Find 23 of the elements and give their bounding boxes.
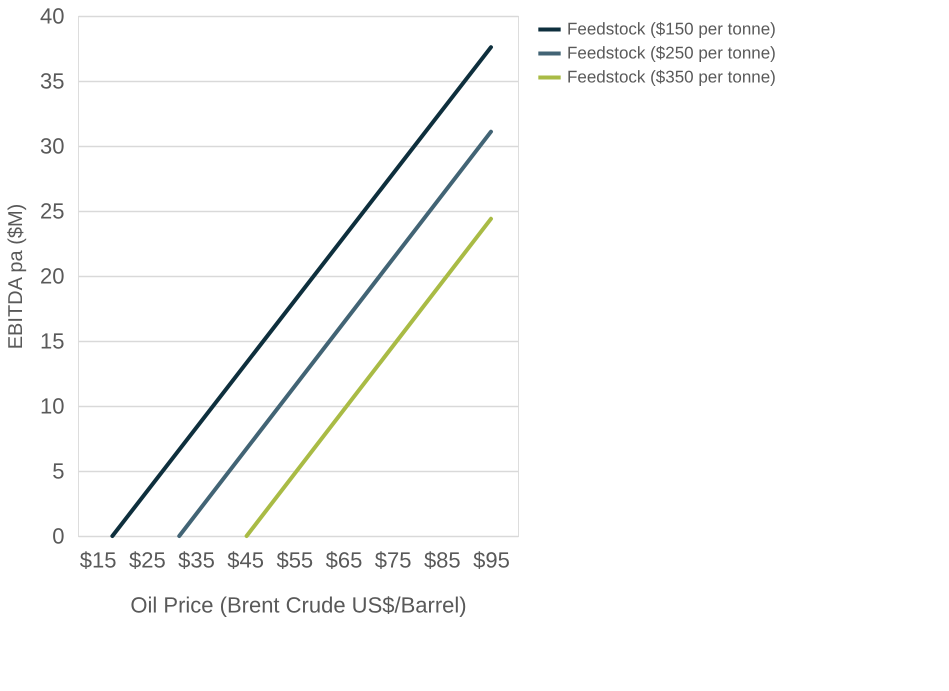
y-tick-label: 40	[40, 4, 64, 28]
x-tick-label: $85	[424, 548, 461, 572]
y-axis-title: EBITDA pa ($M)	[5, 204, 28, 350]
x-tick-label: $55	[276, 548, 314, 572]
x-tick-label: $45	[227, 548, 264, 572]
legend-label: Feedstock ($150 per tonne)	[567, 20, 776, 38]
y-tick-label: 25	[40, 198, 64, 224]
legend-label: Feedstock ($350 per tonne)	[567, 68, 776, 86]
y-tick-label: 15	[40, 328, 64, 354]
x-axis-title: Oil Price (Brent Crude US$/Barrel)	[130, 592, 467, 618]
y-tick-label: 0	[52, 524, 64, 548]
x-tick-label: $15	[80, 548, 117, 572]
y-tick-label: 5	[52, 458, 64, 484]
y-tick-label: 10	[40, 394, 64, 418]
x-tick-label: $25	[128, 548, 166, 572]
legend-label: Feedstock ($250 per tonne)	[567, 44, 776, 62]
x-tick-label: $35	[178, 548, 215, 572]
y-tick-label: 20	[40, 264, 64, 288]
x-tick-label: $95	[473, 548, 510, 572]
y-tick-label: 35	[40, 68, 64, 94]
y-tick-label: 30	[40, 134, 64, 158]
x-tick-label: $75	[374, 548, 412, 572]
x-tick-label: $65	[326, 548, 362, 572]
